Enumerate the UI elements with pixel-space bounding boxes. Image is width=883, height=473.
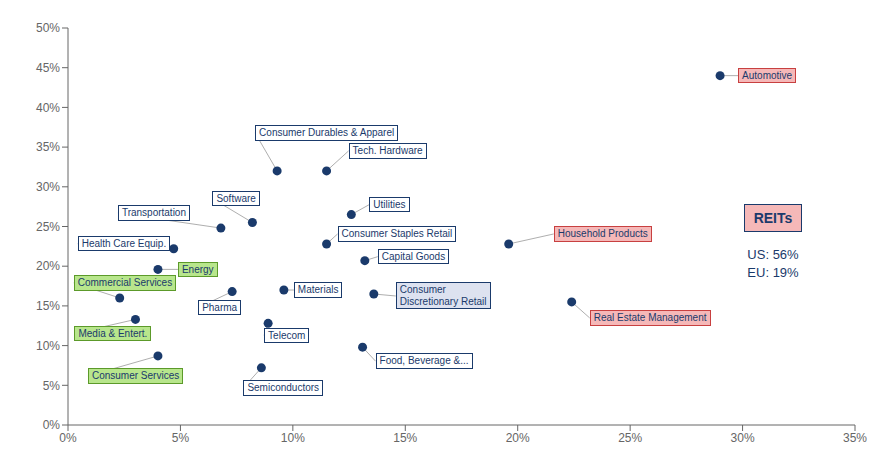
html-text:Consumer Durables & Apparel: Consumer Durables & Apparel bbox=[259, 127, 395, 139]
svg-text:45%: 45% bbox=[36, 61, 60, 75]
svg-text:35%: 35% bbox=[36, 140, 60, 154]
html-text:Health Care Equip.: Health Care Equip. bbox=[81, 238, 167, 249]
html-text:Commercial Services: Commercial Services bbox=[77, 277, 173, 289]
svg-text:5%: 5% bbox=[172, 431, 190, 445]
svg-text:20%: 20% bbox=[36, 259, 60, 273]
html-text:REITs: REITs bbox=[753, 210, 793, 226]
svg-text:40%: 40% bbox=[36, 101, 60, 115]
svg-text:10%: 10% bbox=[36, 339, 60, 353]
html-text:EU: 19%: EU: 19% bbox=[747, 265, 799, 280]
html-text:Utilities: Utilities bbox=[373, 198, 406, 210]
html-text:US: 56%: US: 56% bbox=[747, 247, 799, 262]
html-text:Tech. Hardware: Tech. Hardware bbox=[352, 145, 423, 157]
svg-text:35%: 35% bbox=[843, 431, 867, 445]
svg-text:0%: 0% bbox=[43, 418, 61, 432]
html-text:Materials: Materials bbox=[297, 284, 339, 296]
svg-text:25%: 25% bbox=[618, 431, 642, 445]
svg-text:15%: 15% bbox=[36, 299, 60, 313]
svg-text:30%: 30% bbox=[36, 180, 60, 194]
html-text:Food, Beverage &...: Food, Beverage &... bbox=[379, 355, 469, 367]
svg-text:25%: 25% bbox=[36, 220, 60, 234]
html-text:Automotive: Automotive bbox=[742, 69, 793, 81]
svg-text:5%: 5% bbox=[43, 379, 61, 393]
html-text:Transportation: Transportation bbox=[121, 207, 186, 219]
html-text:Household Products: Household Products bbox=[557, 228, 648, 240]
html-text:Telecom: Telecom bbox=[268, 329, 306, 341]
svg-text:0%: 0% bbox=[59, 431, 77, 445]
svg-text:50%: 50% bbox=[36, 21, 60, 35]
html-text:Pharma: Pharma bbox=[202, 301, 238, 313]
svg-text:30%: 30% bbox=[731, 431, 755, 445]
html-text:Energy: Energy bbox=[181, 263, 214, 275]
html-text:Capital Goods: Capital Goods bbox=[381, 250, 446, 262]
html-text:Consumer Services: Consumer Services bbox=[91, 370, 180, 382]
html-text:Consumer Staples Retail: Consumer Staples Retail bbox=[341, 228, 453, 240]
html-text:Software: Software bbox=[216, 192, 256, 204]
svg-text:10%: 10% bbox=[281, 431, 305, 445]
svg-text:20%: 20% bbox=[506, 431, 530, 445]
html-text:Semiconductors: Semiconductors bbox=[247, 382, 320, 394]
html-text:Consumer Discretionary Retail: Consumer Discretionary Retail bbox=[399, 284, 487, 307]
html-text:Real Estate Management: Real Estate Management bbox=[593, 312, 707, 324]
svg-text:15%: 15% bbox=[393, 431, 417, 445]
html-text:Media & Entert.: Media & Entert. bbox=[78, 327, 148, 339]
